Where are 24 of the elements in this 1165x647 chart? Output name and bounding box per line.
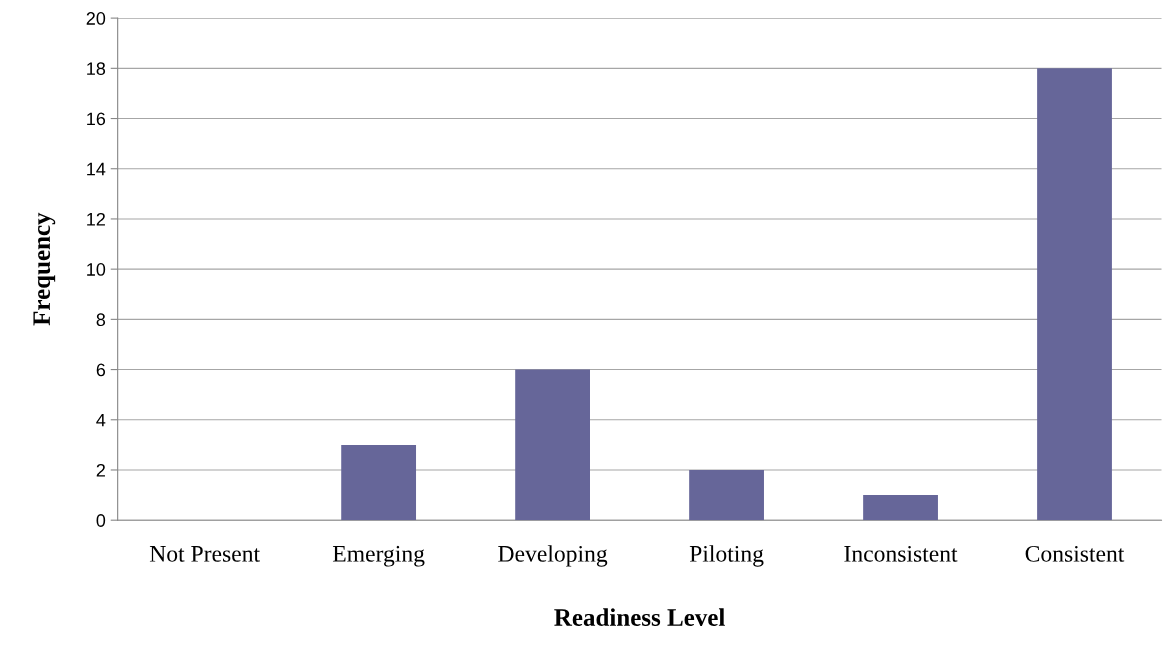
x-axis-title: Readiness Level [554,608,725,626]
y-tick-label: 8 [96,313,106,327]
bar [863,495,938,521]
x-tick-label: Developing [498,545,608,567]
y-tick-label: 14 [87,162,106,176]
y-tick-label: 6 [96,363,106,377]
x-tick-label: Piloting [689,545,764,567]
bar [1037,68,1112,521]
y-tick-label: 0 [96,514,106,527]
x-tick-label: Consistent [1025,545,1125,562]
bar [341,444,417,521]
x-tick-label: Inconsistent [844,545,958,562]
y-tick-label: 18 [87,62,106,76]
x-tick-label: Not Present [149,546,260,562]
x-tick-label: Emerging [332,545,425,567]
y-tick-label: 16 [87,112,106,126]
y-axis-title: Frequency [33,212,56,326]
y-tick-label: 2 [96,463,105,477]
y-tick-label: 12 [87,212,105,226]
y-tick-label: 20 [86,12,106,25]
y-tick-label: 4 [96,413,106,427]
y-tick-label: 10 [87,263,106,276]
bar [515,369,590,521]
bar [689,469,764,521]
